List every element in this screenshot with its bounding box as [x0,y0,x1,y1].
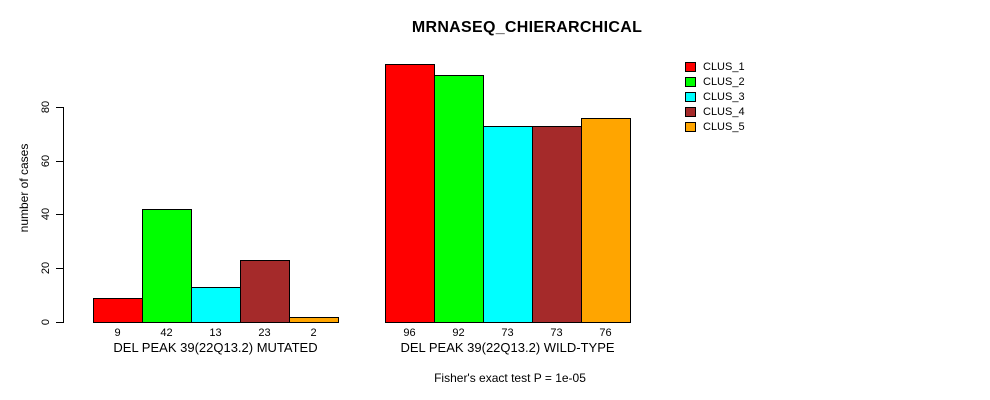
legend-swatch-clus_4 [685,107,696,117]
fisher-test-note: Fisher's exact test P = 1e-05 [434,371,586,385]
legend-row: CLUS_1 [685,61,745,73]
y-axis-tick-label: 80 [40,100,52,114]
bar-value-label: 9 [114,327,121,339]
bar-value-label: 2 [310,327,317,339]
bar-clus_2 [142,209,192,323]
y-axis-tick-label: 60 [40,154,52,168]
bar-value-label: 73 [550,327,563,339]
y-axis-tick [56,161,63,162]
legend-swatch-clus_3 [685,92,696,102]
legend-swatch-clus_1 [685,62,696,72]
bar-value-label: 42 [160,327,173,339]
y-axis-line [63,107,64,323]
bar-value-label: 92 [452,327,465,339]
bar-clus_2 [434,75,484,323]
bar-clus_4 [532,126,582,323]
bar-clus_5 [581,118,631,323]
bar-clus_1 [93,298,143,323]
legend-label: CLUS_1 [703,61,745,73]
legend-row: CLUS_2 [685,76,745,88]
legend: CLUS_1 CLUS_2 CLUS_3 CLUS_4 CLUS_5 [685,61,745,133]
legend-row: CLUS_4 [685,106,745,118]
x-group-label: DEL PEAK 39(22Q13.2) MUTATED [113,340,318,355]
legend-row: CLUS_5 [685,121,745,133]
bar-clus_1 [385,64,435,323]
y-axis-tick-label: 20 [40,261,52,275]
y-axis-tick-label: 0 [40,318,52,326]
bar-value-label: 96 [403,327,416,339]
y-axis-tick [56,268,63,269]
bar-value-label: 76 [599,327,612,339]
legend-label: CLUS_2 [703,76,745,88]
bar-clus_3 [483,126,533,323]
legend-row: CLUS_3 [685,91,745,103]
bar-value-label: 13 [209,327,222,339]
y-axis-tick [56,214,63,215]
legend-label: CLUS_4 [703,106,745,118]
y-axis-label: number of cases [17,143,31,233]
y-axis-tick [56,107,63,108]
legend-label: CLUS_5 [703,121,745,133]
bar-value-label: 73 [501,327,514,339]
legend-label: CLUS_3 [703,91,745,103]
y-axis-tick [56,322,63,323]
legend-swatch-clus_5 [685,122,696,132]
legend-swatch-clus_2 [685,77,696,87]
bar-clus_5 [289,317,339,323]
y-axis-tick-label: 40 [40,207,52,221]
bar-clus_4 [240,260,290,323]
bar-clus_3 [191,287,241,323]
chart-title: MRNASEQ_CHIERARCHICAL [411,19,643,36]
x-group-label: DEL PEAK 39(22Q13.2) WILD-TYPE [400,340,615,355]
bar-value-label: 23 [258,327,271,339]
